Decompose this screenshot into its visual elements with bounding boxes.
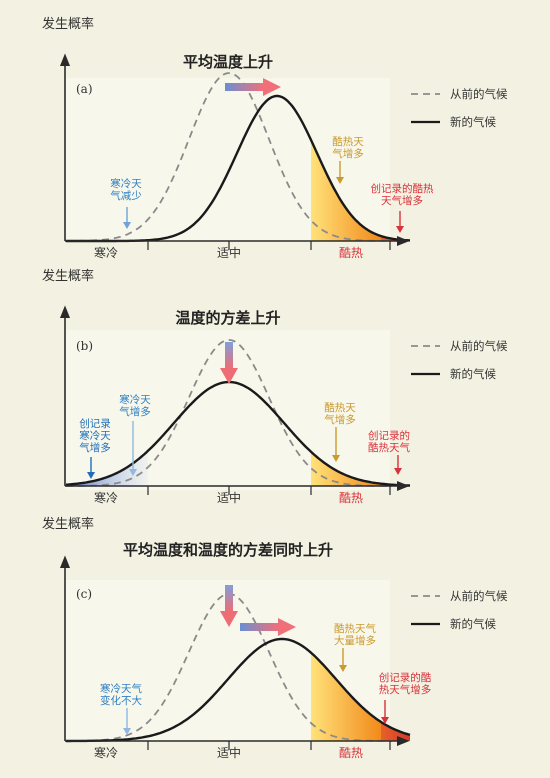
panel-title: 平均温度上升 — [183, 53, 273, 71]
record-cold-arrow-head — [87, 472, 95, 479]
previous-climate-curve — [66, 339, 392, 487]
variance-arrow — [225, 342, 233, 368]
legend-previous-label: 从前的气候 — [450, 87, 508, 101]
mean-shift-arrow-head — [263, 78, 281, 96]
previous-climate-curve — [65, 72, 393, 242]
annotation-record-hot: 热天气增多 — [379, 683, 432, 696]
mean-shift-arrow — [240, 623, 278, 631]
x-label-hot: 酷热 — [339, 746, 363, 760]
annotation-cold: 变化不大 — [100, 694, 142, 707]
mean-shift-arrow-head — [278, 618, 296, 636]
x-label-mid: 适中 — [217, 490, 241, 505]
panel-tag: (c) — [76, 587, 92, 601]
annotation-record-hot: 酷热天气 — [368, 441, 410, 454]
y-axis-label: 发生概率 — [42, 16, 94, 32]
annotation-hot: 酷热天 — [332, 135, 364, 148]
panel-tag: (b) — [76, 339, 93, 353]
annotation-cold: 寒冷天 — [119, 393, 151, 406]
panel-title: 温度的方差上升 — [175, 309, 280, 327]
hot-arrow-head — [332, 455, 340, 462]
hot-region-fill — [311, 652, 381, 741]
cold-arrow-head — [123, 222, 131, 229]
annotation-record-cold: 寒冷天 — [79, 429, 111, 442]
record-hot-arrow-head — [394, 468, 402, 475]
annotation-cold: 气减少 — [110, 189, 142, 202]
y-axis-label: 发生概率 — [42, 516, 94, 532]
y-axis-label: 发生概率 — [42, 268, 94, 284]
hot-region-fill — [311, 140, 381, 241]
cold-arrow-head — [129, 469, 137, 476]
annotation-record-cold: 创记录 — [79, 417, 111, 430]
annotation-hot: 酷热天 — [324, 401, 356, 414]
cold-arrow-head — [123, 728, 131, 735]
record-hot-region-fill — [381, 236, 410, 241]
hot-arrow-head — [336, 177, 344, 184]
annotation-cold: 气增多 — [119, 405, 151, 418]
x-label-cold: 寒冷 — [94, 245, 118, 260]
annotation-cold: 寒冷天气 — [100, 682, 142, 695]
x-label-cold: 寒冷 — [94, 490, 118, 505]
annotation-record-hot: 创记录的酷 — [379, 671, 432, 684]
annotation-record-hot: 创记录的酷热 — [371, 182, 434, 195]
x-label-mid: 适中 — [217, 745, 241, 760]
cold-region-fill — [66, 450, 148, 486]
annotation-hot: 气增多 — [332, 147, 364, 160]
hot-arrow-head — [339, 665, 347, 672]
annotation-record-hot: 创记录的 — [368, 429, 410, 442]
variance-arrow-head — [220, 368, 238, 384]
x-label-hot: 酷热 — [339, 491, 363, 505]
annotation-hot: 气增多 — [324, 413, 356, 426]
legend-previous-label: 从前的气候 — [450, 589, 508, 603]
annotation-record-cold: 气增多 — [79, 441, 111, 454]
hot-region-fill — [311, 451, 381, 486]
annotation-hot: 酷热天气 — [334, 622, 376, 635]
new-climate-curve — [66, 637, 411, 743]
variance-arrow-head — [220, 611, 238, 627]
x-label-mid: 适中 — [217, 245, 241, 260]
x-label-cold: 寒冷 — [94, 745, 118, 760]
record-hot-arrow-head — [396, 226, 404, 233]
x-label-hot: 酷热 — [339, 246, 363, 260]
mean-shift-arrow — [225, 83, 263, 91]
new-climate-curve — [65, 380, 410, 487]
legend-previous-label: 从前的气候 — [450, 339, 508, 353]
variance-arrow — [225, 585, 233, 611]
annotation-record-hot: 天气增多 — [381, 194, 423, 207]
legend-new-label: 新的气候 — [450, 115, 496, 129]
legend-new-label: 新的气候 — [450, 367, 496, 381]
record-hot-arrow-head — [381, 717, 389, 724]
legend-new-label: 新的气候 — [450, 617, 496, 631]
annotation-hot: 大量增多 — [334, 634, 376, 647]
panel-title: 平均温度和温度的方差同时上升 — [123, 541, 333, 559]
annotation-cold: 寒冷天 — [110, 177, 142, 190]
panel-tag: (a) — [76, 82, 93, 96]
